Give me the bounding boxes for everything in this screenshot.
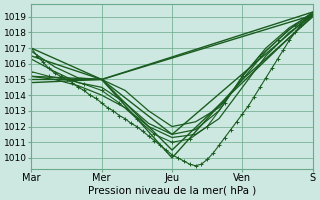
- X-axis label: Pression niveau de la mer( hPa ): Pression niveau de la mer( hPa ): [88, 186, 256, 196]
